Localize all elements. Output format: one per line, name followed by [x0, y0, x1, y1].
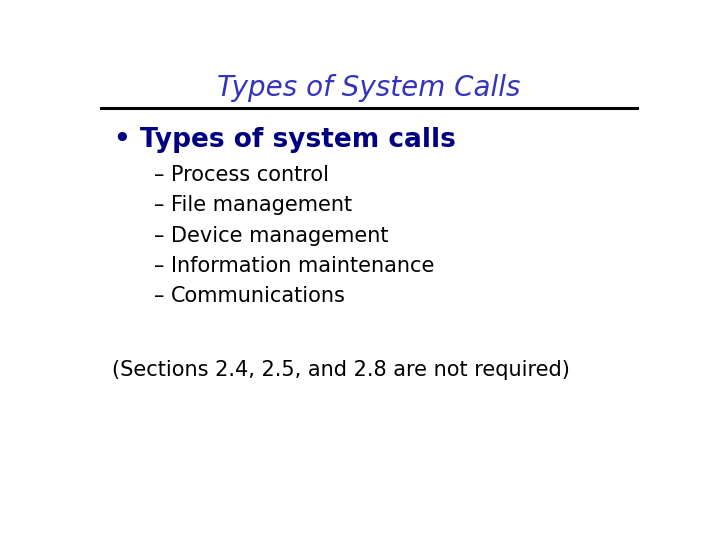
Text: –: –: [154, 165, 165, 185]
Text: File management: File management: [171, 195, 352, 215]
Text: –: –: [154, 256, 165, 276]
Text: Process control: Process control: [171, 165, 329, 185]
Text: (Sections 2.4, 2.5, and 2.8 are not required): (Sections 2.4, 2.5, and 2.8 are not requ…: [112, 360, 570, 380]
Text: Communications: Communications: [171, 286, 346, 306]
Text: Types of system calls: Types of system calls: [140, 127, 456, 153]
Text: Information maintenance: Information maintenance: [171, 256, 434, 276]
Text: –: –: [154, 195, 165, 215]
Text: –: –: [154, 286, 165, 306]
Text: Types of System Calls: Types of System Calls: [217, 73, 521, 102]
Text: •: •: [112, 124, 131, 155]
Text: –: –: [154, 226, 165, 246]
Text: Device management: Device management: [171, 226, 388, 246]
